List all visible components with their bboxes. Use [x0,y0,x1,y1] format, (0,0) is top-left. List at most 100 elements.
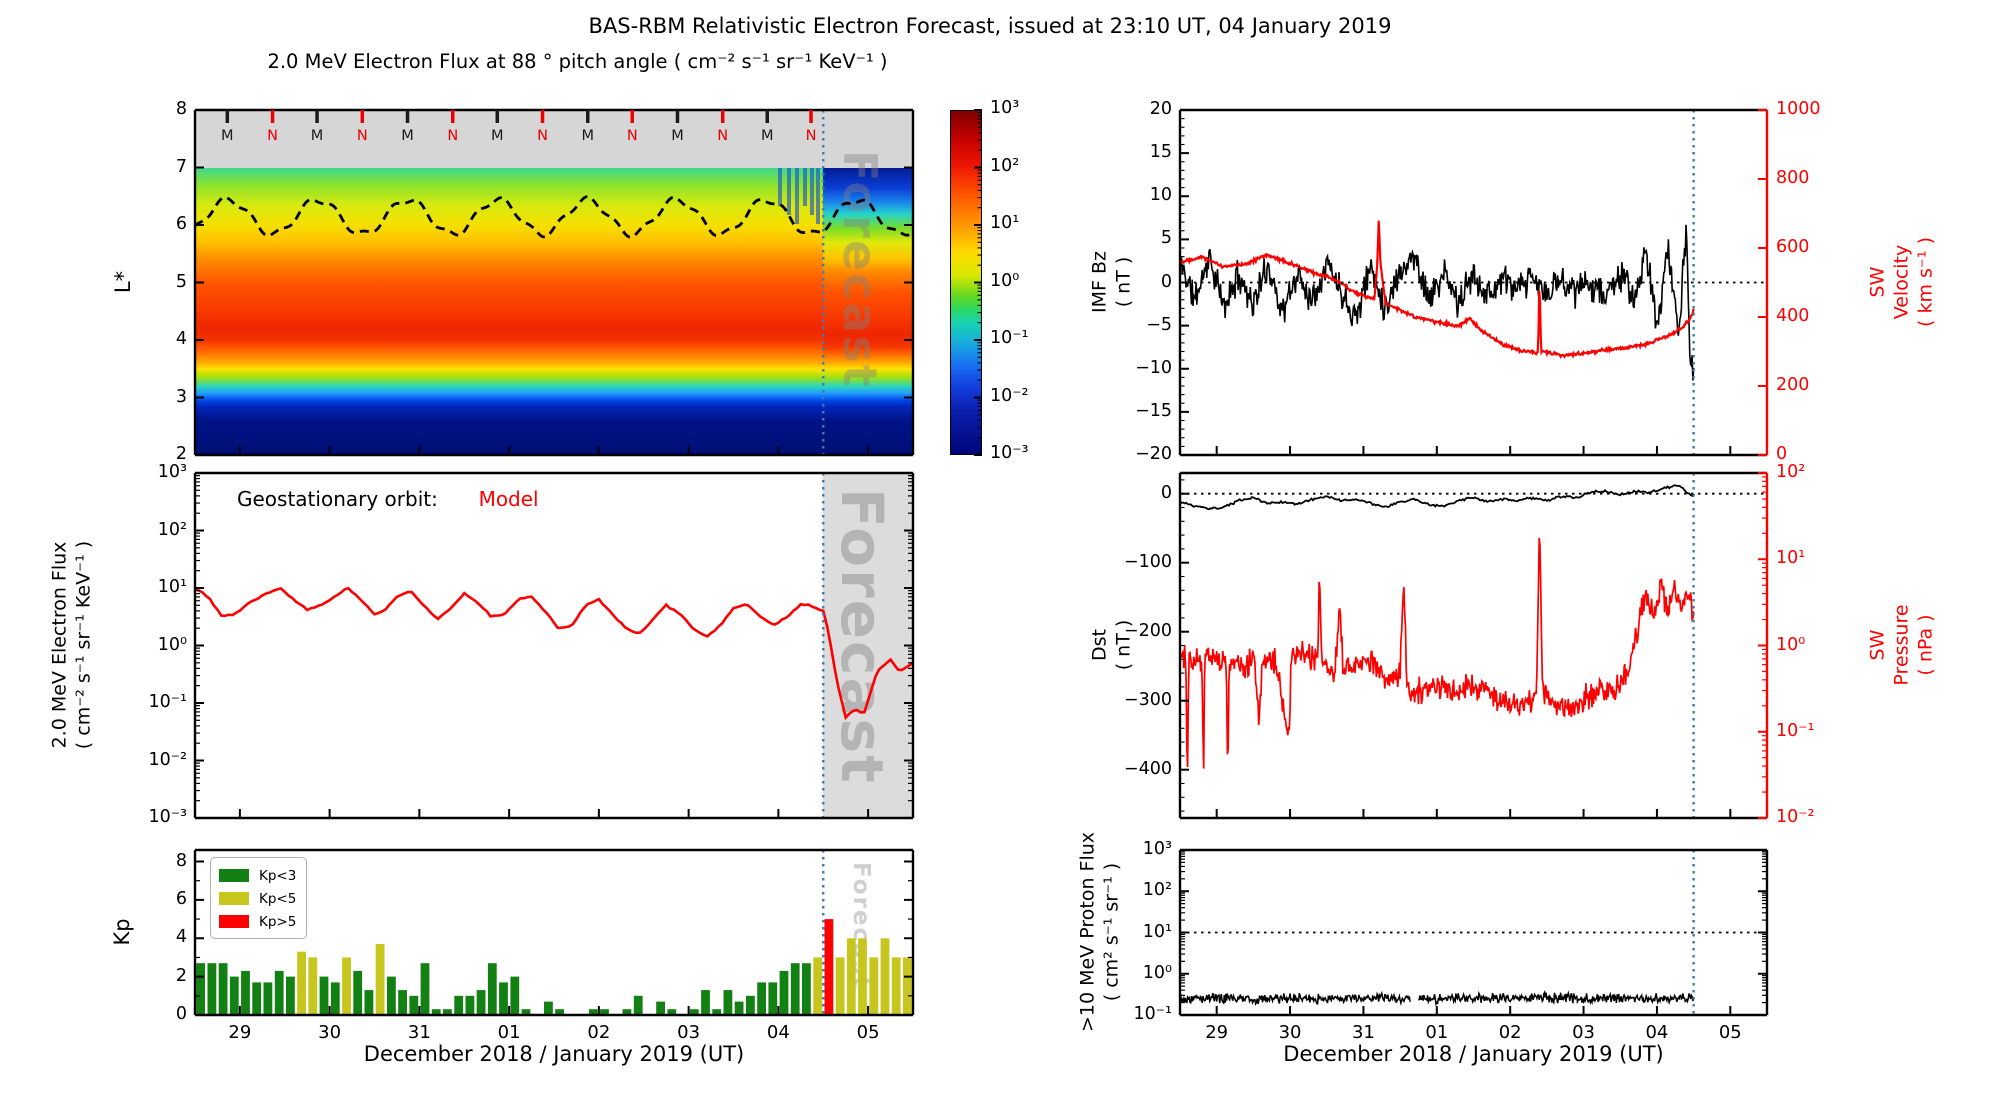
right-y-tick-label: 1000 [1776,99,1821,119]
y-tick-label: 5 [1160,228,1172,249]
y-tick-label: 5 [175,271,187,292]
kp-bar [387,976,396,1015]
kp-bar [588,1009,598,1015]
kp-legend-swatch-yellow [219,892,249,905]
y-tick-label: −300 [1123,689,1172,710]
kp-bar [746,995,755,1015]
kp-bar [555,1009,564,1015]
x-tick-label: 30 [1278,1022,1302,1043]
satellite-marker-label: M [581,128,594,144]
kp-bar [633,995,643,1015]
y-tick-label: 10⁻³ [148,807,187,827]
right-y-tick-label: 10² [1776,462,1806,482]
spectrogram-title: 2.0 MeV Electron Flux at 88 ° pitch angl… [267,50,888,73]
spectrogram-dropout-streak [794,167,799,224]
kp-bar [802,963,811,1015]
sw-pressure-axis-label: SW Pressure ( nPa ) [1866,596,1937,694]
kp-bar [196,963,205,1015]
kp-bar [544,1001,553,1015]
series--10-mev-proton-flux [1179,989,1695,1007]
x-tick-label: 29 [228,1022,252,1043]
kp-bar [701,990,710,1015]
flux-forecast-shade [823,473,913,818]
kp-bar [263,982,273,1015]
kp-bar [858,938,867,1015]
kp-bar [476,990,486,1015]
electron-flux-axis-label-line1: 2.0 MeV Electron Flux [48,541,71,749]
satellite-marker-label: N [717,128,729,144]
kp-bar [779,970,789,1015]
geo-flux-legend: Geostationary orbit: Model [237,487,539,511]
sw-velocity-axis-label-line1: SW Velocity [1866,244,1913,320]
series-sw-velocity [1179,220,1695,359]
x-tick-label: 03 [1572,1022,1596,1043]
colorbar-tick-label: 10¹ [990,213,1020,233]
y-tick-label: 7 [175,156,187,177]
kp-bar [813,957,823,1015]
forecast-watermark-flux: Forecast [828,488,896,785]
kp-bar [342,957,351,1015]
series-dst [1179,484,1694,511]
kp-legend-row-green: Kp<3 [219,864,296,887]
forecast-watermark-spectrogram: Forecast [833,150,887,389]
kp-bar [398,990,407,1015]
y-tick-label: 10⁰ [157,634,187,655]
spectrogram-dropout-streak [778,167,783,206]
kp-bar [353,970,363,1015]
kp-bar [241,970,250,1015]
kp-bar [622,1009,632,1015]
y-tick-label: −5 [1146,314,1172,335]
kp-bar [600,1009,609,1015]
colorbar-tick-label: 10⁻¹ [990,328,1029,348]
x-tick-label: 01 [1425,1022,1449,1043]
x-axis-label-right: December 2018 / January 2019 (UT) [1283,1042,1664,1066]
kp-bar [409,995,419,1015]
kp-legend-swatch-red [219,915,249,928]
y-tick-label: −200 [1123,620,1172,641]
page-title: BAS-RBM Relativistic Electron Forecast, … [588,14,1392,38]
sw-pressure-axis-label-line2: ( nPa ) [1913,614,1936,676]
series-imf-bz [1179,224,1695,381]
kp-bar [308,957,318,1015]
kp-bar [487,963,497,1015]
right-y-tick-label: 800 [1776,168,1810,188]
y-tick-label: −400 [1123,758,1172,779]
satellite-marker-label: M [491,128,504,144]
x-tick-label: 29 [1205,1022,1229,1043]
x-tick-label: 04 [766,1022,790,1043]
y-tick-label: −15 [1135,400,1172,421]
y-tick-label: 2 [175,965,187,986]
y-tick-label: −20 [1135,444,1172,464]
satellite-marker-label: M [671,128,684,144]
right-y-tick-label: 10⁻² [1776,807,1815,827]
spectrogram-forecast-heatmap [823,167,913,455]
y-tick-label: 10³ [157,462,187,482]
x-tick-label: 03 [677,1022,701,1043]
kp-bar [712,1009,722,1015]
spectrogram-dropout-streak [809,167,814,215]
x-tick-label: 31 [407,1022,431,1043]
satellite-marker-label: N [805,128,817,144]
kp-bar [420,963,430,1015]
kp-bar [880,938,890,1015]
kp-bar [667,1009,677,1015]
y-tick-label: 6 [175,214,187,234]
satellite-marker-label: N [626,128,638,144]
y-tick-label: 10³ [1142,839,1172,859]
y-tick-label: 10² [1142,880,1172,901]
y-tick-label: 8 [175,99,187,119]
spectrogram-dropout-streak [816,167,821,224]
satellite-marker-label: M [760,128,774,144]
kp-bar [790,963,800,1015]
satellite-marker-label: M [221,128,234,144]
kp-bar [499,982,508,1015]
y-tick-label: 6 [175,888,187,909]
kp-bar [734,1001,744,1015]
kp-bar [218,963,228,1015]
y-tick-label: −10 [1135,357,1172,378]
x-tick-label: 02 [587,1022,611,1043]
x-tick-label: 05 [856,1022,880,1043]
right-y-tick-label: 10⁻¹ [1776,720,1815,741]
y-tick-label: 10¹ [157,577,187,597]
